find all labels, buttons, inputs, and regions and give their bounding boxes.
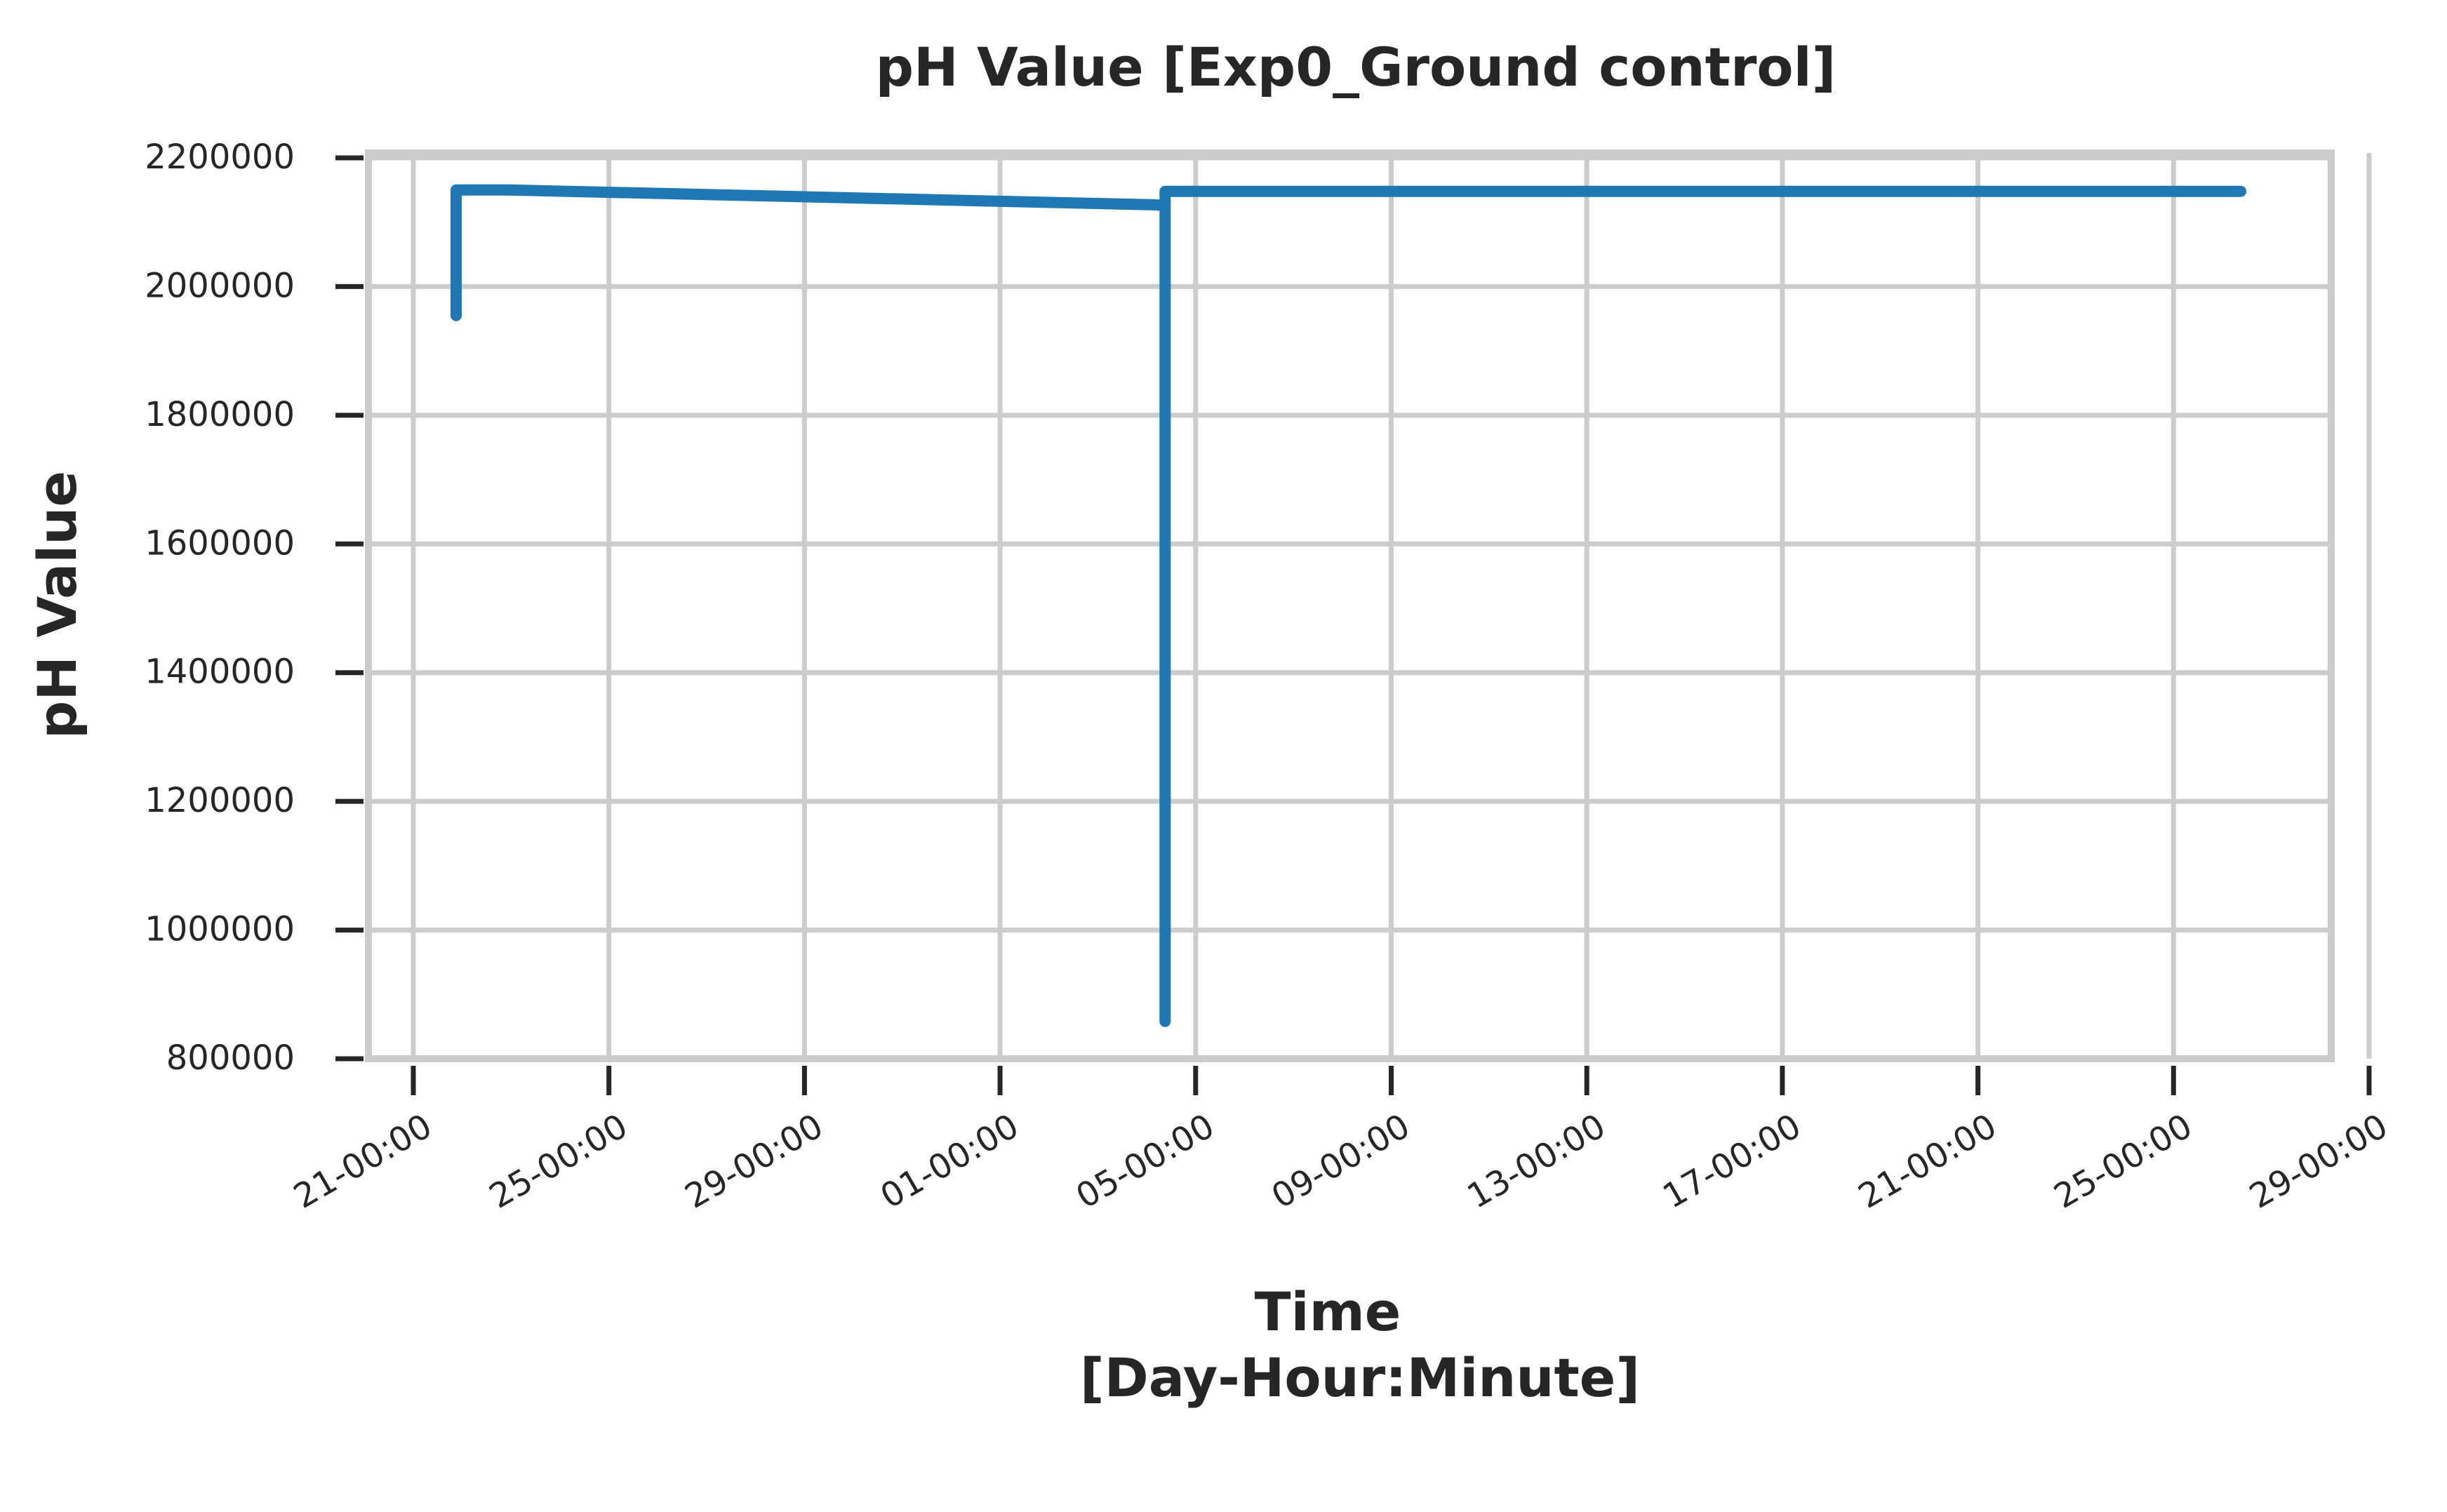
- x-tick-label: 25-00:00: [483, 1106, 634, 1217]
- series-layer: [451, 184, 2247, 1027]
- x-tick-label: 25-00:00: [2048, 1106, 2199, 1217]
- y-tick-label: 1000000: [145, 910, 295, 949]
- x-axis-subtitle: [Day-Hour:Minute]: [1080, 1346, 1640, 1409]
- x-tick-label: 01-00:00: [874, 1106, 1025, 1217]
- x-axis: 21-00:00 25-00:00 29-00:00 01-00:00 05-00:00…: [287, 1066, 2394, 1217]
- x-tick-label: 09-00:00: [1265, 1106, 1417, 1217]
- y-axis: 800000 1000000 1200000 1400000 1600000 180000…: [145, 138, 364, 1078]
- x-axis-title: Time: [1255, 1280, 1401, 1343]
- grid: [368, 153, 2372, 1062]
- y-axis-title: pH Value: [26, 471, 88, 739]
- chart-title: pH Value [Exp0_Ground control]: [876, 36, 1836, 98]
- x-tick-label: 13-00:00: [1461, 1106, 1613, 1217]
- y-tick-label: 800000: [166, 1038, 295, 1078]
- x-tick-label: 29-00:00: [679, 1106, 830, 1217]
- y-tick-label: 1400000: [145, 653, 295, 692]
- y-tick-label: 2200000: [145, 138, 295, 177]
- x-tick-label: 21-00:00: [287, 1106, 439, 1217]
- series-line: [451, 184, 2247, 1027]
- x-tick-label: 17-00:00: [1656, 1106, 1808, 1217]
- x-tick-label: 05-00:00: [1069, 1106, 1221, 1217]
- y-tick-label: 1600000: [145, 523, 295, 563]
- y-tick-label: 1200000: [145, 781, 295, 820]
- y-tick-label: 1800000: [145, 395, 295, 434]
- y-tick-label: 2000000: [145, 266, 295, 305]
- plot-frame: [365, 149, 2335, 1062]
- x-tick-label: 21-00:00: [1852, 1106, 2003, 1217]
- x-tick-label: 29-00:00: [2243, 1106, 2394, 1217]
